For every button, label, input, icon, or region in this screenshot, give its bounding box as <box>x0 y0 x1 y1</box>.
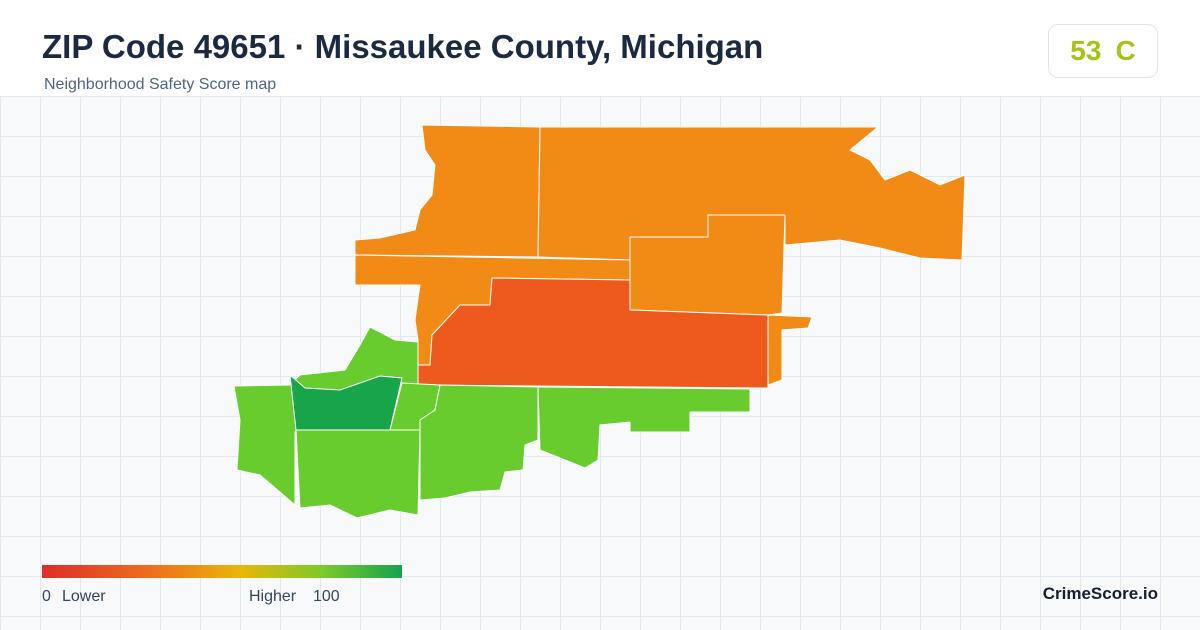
legend-max: 100 <box>313 588 340 605</box>
region <box>767 314 813 386</box>
region <box>537 386 751 469</box>
legend-min-label: Lower <box>62 588 106 605</box>
legend-min: 0 <box>42 588 51 605</box>
subtitle: Neighborhood Safety Score map <box>44 76 277 93</box>
title: ZIP Code 49651 · Missaukee County, Michi… <box>42 28 764 65</box>
legend-max-label: Higher <box>249 588 297 605</box>
score-grade: C <box>1115 35 1136 66</box>
score-value: 53 <box>1070 35 1102 66</box>
region <box>419 384 539 501</box>
brand: CrimeScore.io <box>1042 584 1158 603</box>
score-badge: 53 C <box>1048 24 1158 78</box>
region <box>354 124 541 258</box>
regions <box>233 124 966 519</box>
header <box>0 0 1200 96</box>
legend-gradient <box>42 565 402 578</box>
region <box>295 429 421 519</box>
